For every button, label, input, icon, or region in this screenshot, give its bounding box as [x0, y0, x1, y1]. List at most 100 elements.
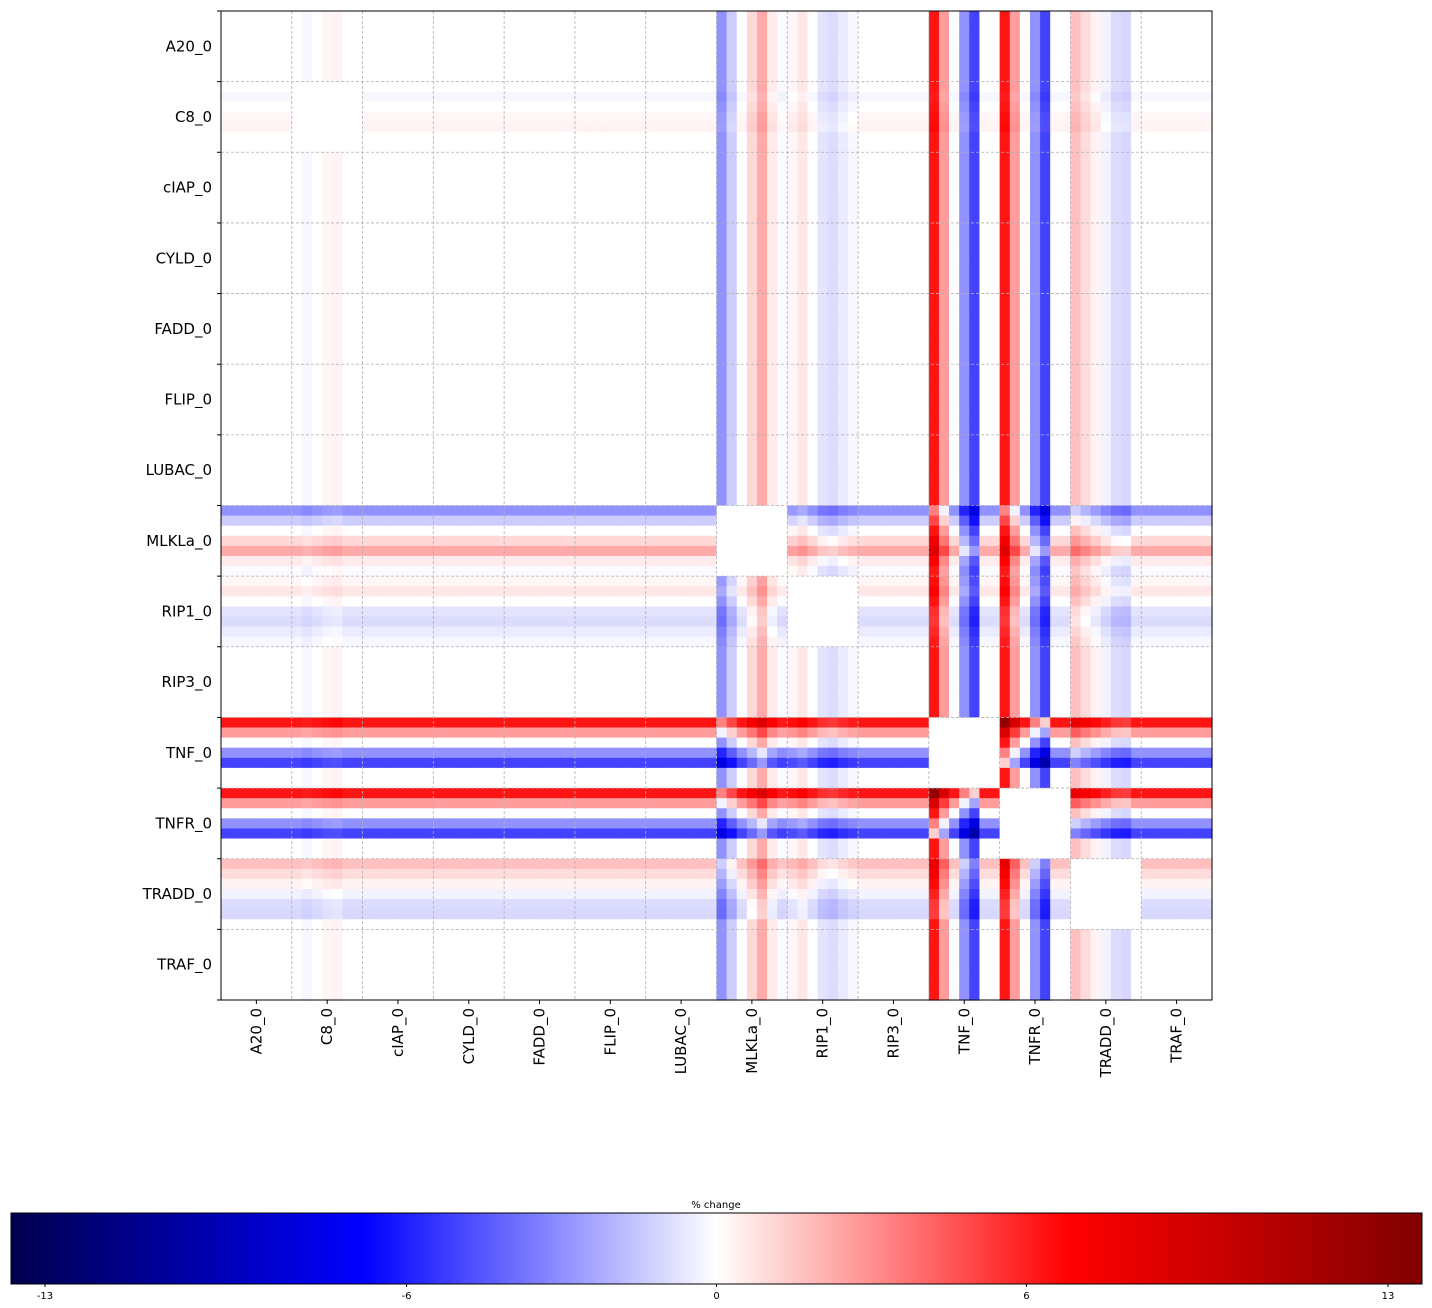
heatmap-subcell — [979, 333, 991, 345]
heatmap-subcell — [352, 162, 364, 174]
heatmap-subcell — [787, 293, 798, 305]
heatmap-subcell — [382, 222, 394, 234]
heatmap-subcell — [524, 364, 536, 375]
heatmap-subcell — [928, 71, 940, 83]
heatmap-subcell — [524, 273, 536, 285]
heatmap-subcell — [807, 455, 819, 466]
heatmap-subcell — [1191, 434, 1203, 446]
heatmap-cell — [1070, 434, 1142, 507]
heatmap-subcell — [777, 444, 788, 456]
heatmap-subcell — [777, 41, 788, 52]
heatmap-subcell — [847, 202, 859, 214]
heatmap-subcell — [726, 313, 738, 325]
heatmap-subcell — [554, 41, 566, 52]
heatmap-subcell — [777, 273, 788, 285]
heatmap-subcell — [1191, 465, 1203, 476]
heatmap-subcell — [574, 515, 586, 527]
heatmap-subcell — [534, 122, 546, 133]
heatmap-subcell — [787, 273, 798, 285]
heatmap-subcell — [1201, 253, 1213, 264]
heatmap-subcell — [312, 566, 323, 577]
heatmap-subcell — [504, 263, 515, 274]
heatmap-subcell — [332, 172, 343, 184]
heatmap-subcell — [1080, 21, 1092, 32]
heatmap-subcell — [403, 71, 414, 83]
heatmap-subcell — [1060, 354, 1072, 365]
heatmap-subcell — [251, 424, 263, 436]
heatmap-subcell — [938, 142, 950, 153]
heatmap-subcell — [756, 495, 768, 507]
heatmap-subcell — [868, 81, 879, 93]
heatmap-subcell — [1009, 404, 1021, 416]
heatmap-subcell — [554, 233, 566, 244]
heatmap-subcell — [301, 233, 313, 244]
heatmap-subcell — [787, 344, 798, 355]
heatmap-subcell — [1090, 253, 1102, 264]
heatmap-subcell — [423, 101, 434, 113]
heatmap-subcell — [1201, 394, 1213, 406]
heatmap-subcell — [483, 172, 495, 184]
heatmap-subcell — [888, 51, 900, 63]
heatmap-subcell — [1151, 81, 1163, 93]
heatmap-subcell — [716, 313, 728, 325]
heatmap-subcell — [1171, 212, 1183, 224]
heatmap-subcell — [1161, 182, 1173, 194]
heatmap-subcell — [281, 253, 293, 264]
heatmap-subcell — [605, 535, 616, 547]
heatmap-subcell — [797, 404, 809, 416]
heatmap-subcell — [858, 31, 869, 42]
heatmap-subcell — [352, 323, 364, 335]
heatmap-subcell — [878, 545, 890, 557]
heatmap-subcell — [858, 21, 869, 32]
heatmap-subcell — [221, 515, 232, 527]
heatmap-subcell — [969, 142, 981, 153]
heatmap-subcell — [281, 535, 293, 547]
heatmap-subcell — [382, 374, 394, 385]
heatmap-subcell — [868, 101, 879, 113]
heatmap-subcell — [837, 505, 849, 517]
heatmap-subcell — [969, 91, 981, 103]
heatmap-subcell — [979, 323, 991, 335]
heatmap-subcell — [858, 101, 869, 113]
heatmap-subcell — [847, 525, 859, 537]
heatmap-subcell — [1070, 263, 1082, 274]
heatmap-subcell — [342, 293, 354, 305]
heatmap-subcell — [868, 91, 879, 103]
heatmap-subcell — [463, 535, 475, 547]
heatmap-subcell — [837, 313, 849, 325]
heatmap-subcell — [312, 283, 323, 295]
heatmap-subcell — [696, 253, 707, 264]
heatmap-subcell — [635, 303, 647, 315]
heatmap-subcell — [827, 424, 839, 436]
heatmap-cell — [221, 293, 293, 365]
heatmap-subcell — [301, 404, 313, 416]
heatmap-subcell — [534, 212, 546, 224]
heatmap-subcell — [392, 81, 404, 93]
heatmap-subcell — [1131, 202, 1142, 214]
heatmap-subcell — [281, 505, 293, 517]
heatmap-subcell — [959, 273, 970, 285]
heatmap-subcell — [817, 41, 829, 52]
heatmap-subcell — [534, 394, 546, 406]
heatmap-subcell — [1040, 51, 1051, 63]
heatmap-subcell — [301, 566, 313, 577]
heatmap-subcell — [403, 132, 414, 143]
heatmap-subcell — [524, 41, 536, 52]
heatmap-subcell — [1110, 394, 1122, 406]
heatmap-subcell — [888, 152, 900, 163]
heatmap-subcell — [1050, 41, 1061, 52]
heatmap-subcell — [1201, 122, 1213, 133]
heatmap-subcell — [868, 222, 879, 234]
heatmap-subcell — [514, 404, 525, 416]
heatmap-subcell — [827, 111, 839, 123]
heatmap-subcell — [1141, 424, 1152, 436]
heatmap-subcell — [918, 202, 930, 214]
heatmap-subcell — [1090, 273, 1102, 285]
heatmap-subcell — [1201, 243, 1213, 254]
heatmap-subcell — [291, 434, 303, 446]
heatmap-subcell — [413, 555, 424, 567]
heatmap-subcell — [979, 172, 991, 184]
heatmap-subcell — [554, 81, 566, 93]
heatmap-subcell — [1191, 243, 1203, 254]
heatmap-subcell — [342, 505, 354, 517]
